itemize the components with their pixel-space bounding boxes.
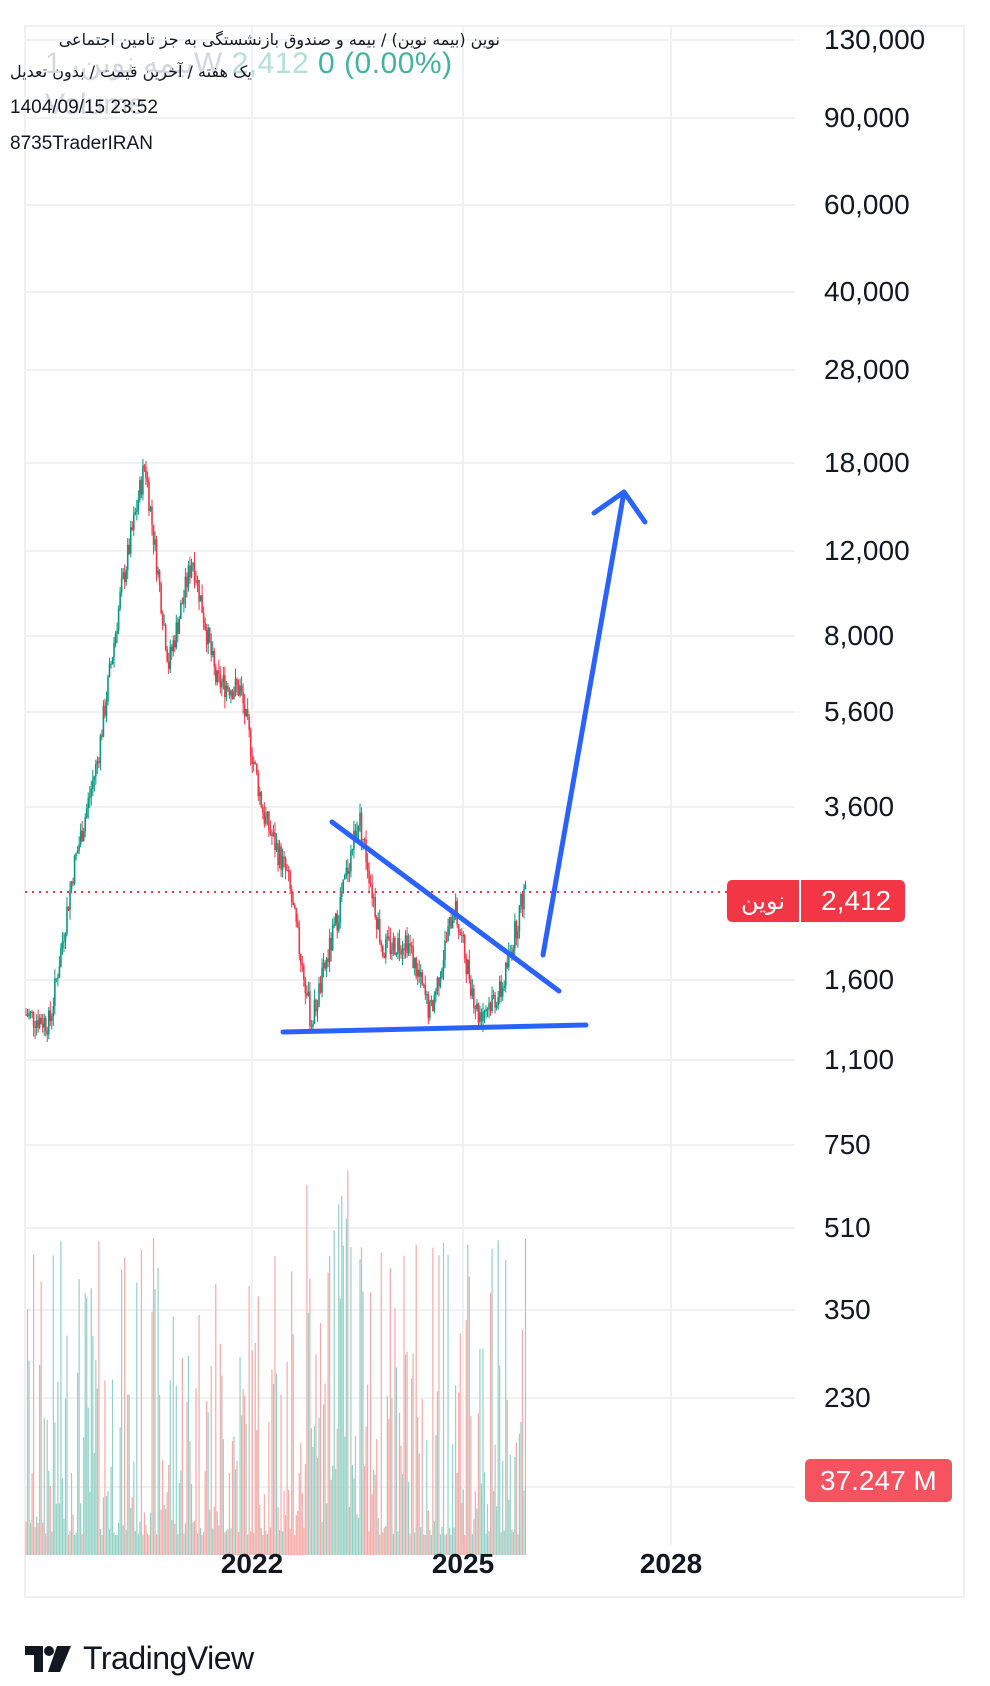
x-tick-2028: 2028 [639, 1548, 703, 1579]
legend-change: 0 (0.00%) [318, 47, 453, 80]
tradingview-logo-icon [25, 1645, 71, 1672]
chart-header: نوین (بیمه نوین) / بیمه و صندوق بازنشستگ… [10, 28, 500, 156]
author-name: 8735TraderIRAN [10, 133, 153, 154]
y-tick-label: 1,600 [824, 964, 895, 995]
chart-title: نوین (بیمه نوین) / بیمه و صندوق بازنشستگ… [58, 30, 500, 49]
legend-last-value: 2,412 [231, 47, 310, 80]
series-legend: بیمه نوین، 1W 2,412 0 (0.00%) [45, 46, 453, 81]
x-tick-2025: 2025 [431, 1548, 495, 1579]
x-tick-2022: 2022 [220, 1548, 284, 1579]
price-tag-symbol: نوین [727, 880, 802, 922]
y-tick-label: 510 [824, 1212, 871, 1243]
y-tick-label: 90,000 [824, 102, 910, 133]
y-tick-label: 350 [824, 1294, 871, 1325]
volume-legend: Volume [45, 88, 146, 121]
y-tick-label: 18,000 [824, 447, 910, 478]
y-tick-label: 60,000 [824, 189, 910, 220]
y-tick-label: 8,000 [824, 620, 895, 651]
tradingview-logo[interactable]: TradingView [25, 1640, 254, 1677]
brand-name: TradingView [83, 1640, 254, 1676]
chart-grid [25, 26, 795, 1545]
y-tick-label: 5,600 [824, 696, 895, 727]
y-tick-label: 1,100 [824, 1044, 895, 1075]
resistance-trendline[interactable] [329, 819, 562, 994]
chart-subtitle: یک هفته / آخرین قیمت / بدون تعدیل [10, 62, 252, 81]
support-trendline[interactable] [280, 1022, 589, 1035]
y-tick-label: 3,600 [824, 791, 895, 822]
arrow-head-icon [591, 489, 648, 525]
trendline-drawings[interactable] [280, 489, 648, 1035]
legend-symbol: بیمه نوین، 1W [45, 47, 223, 80]
price-candles [25, 458, 527, 1043]
breakout-arrow[interactable] [540, 489, 627, 958]
last-volume-tag: 37.247 M [805, 1459, 952, 1502]
y-tick-label: 40,000 [824, 276, 910, 307]
chart-frame [24, 25, 965, 1598]
y-tick-label: 28,000 [824, 354, 910, 385]
volume-bars [25, 1170, 527, 1555]
last-price-tag: نوین 2,412 [727, 880, 906, 922]
price-tag-value: 2,412 [821, 885, 892, 916]
y-tick-label: 12,000 [824, 535, 910, 566]
y-tick-label: 130,000 [824, 24, 926, 55]
y-tick-label: 230 [824, 1382, 871, 1413]
snapshot-datetime: 1404/09/15 23:52 [10, 97, 158, 118]
y-tick-label: 750 [824, 1129, 871, 1160]
